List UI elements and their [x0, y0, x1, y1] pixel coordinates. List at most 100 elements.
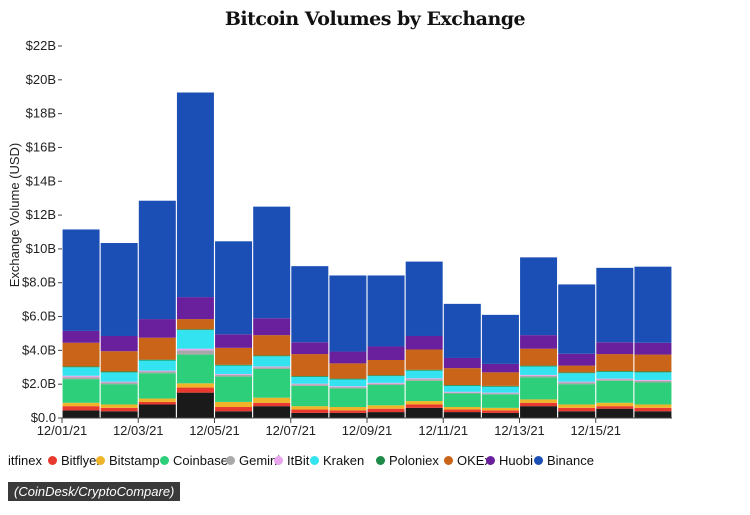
bar-segment-kraken [215, 365, 253, 375]
bar-segment-gemini [558, 382, 596, 385]
bar-segment-huobi [253, 318, 291, 336]
legend-item-poloniex[interactable]: Poloniex [376, 453, 439, 468]
bar-segment-poloniex [367, 375, 405, 377]
x-tick-label: 12/11/21 [418, 423, 468, 438]
bar-stack-12/15/21 [596, 267, 634, 418]
bar-segment-kraken [62, 367, 100, 376]
bar-segment-coinbase [100, 384, 138, 405]
bar-segment-kraken [405, 370, 443, 379]
bar-segment-kraken [481, 386, 519, 393]
bar-segment-gemini [100, 382, 138, 385]
legend-item-okex[interactable]: OKEx [444, 453, 491, 468]
bar-segment-bitfinex [329, 412, 367, 418]
bar-segment-okex [481, 372, 519, 386]
bar-segment-bitflyer [138, 401, 176, 405]
bar-segment-poloniex [443, 385, 481, 386]
bar-segment-poloniex [100, 371, 138, 373]
bar-segment-binance [596, 267, 634, 343]
bar-stack-12/02/21 [100, 242, 138, 418]
bar-segment-gemini [176, 350, 214, 355]
bar-segment-poloniex [481, 385, 519, 387]
bar-segment-huobi [100, 335, 138, 352]
bar-segment-gemini [520, 375, 558, 378]
bar-segment-binance [329, 275, 367, 352]
bar-segment-gemini [62, 377, 100, 380]
legend-label: Huobi [499, 453, 533, 468]
bar-segment-coinbase [329, 388, 367, 408]
bar-segment-gemini [367, 383, 405, 386]
y-tick-label: $16B [26, 139, 56, 154]
bar-segment-itbit [215, 374, 253, 375]
legend-item-binance[interactable]: Binance [534, 453, 594, 468]
y-tick-label: $22B [26, 38, 56, 53]
legend-item-gemini[interactable]: Gemini [226, 453, 280, 468]
bar-segment-poloniex [405, 369, 443, 371]
legend-item-coinbase[interactable]: Coinbase [160, 453, 228, 468]
bar-segment-coinbase [405, 380, 443, 402]
bar-segment-gemini [634, 380, 672, 383]
bar-segment-kraken [176, 330, 214, 349]
bar-segment-poloniex [291, 376, 329, 377]
bar-stack-12/10/21 [405, 261, 443, 418]
bar-segment-okex [176, 319, 214, 330]
bar-segment-bitfinex [291, 412, 329, 418]
bar-segment-bitflyer [291, 409, 329, 413]
bar-segment-coinbase [520, 377, 558, 400]
bar-segment-bitfinex [558, 411, 596, 418]
y-tick-label: $20B [26, 72, 56, 87]
bar-segment-bitflyer [176, 387, 214, 393]
bar-segment-bitfinex [520, 406, 558, 418]
legend-label: Kraken [323, 453, 365, 468]
y-tick-label: $12B [26, 207, 56, 222]
bar-segment-bitflyer [558, 407, 596, 412]
legend-swatch [444, 456, 453, 465]
bar-segment-itbit [520, 374, 558, 376]
legend-item-kraken[interactable]: Kraken [310, 453, 364, 468]
bar-segment-binance [176, 92, 214, 298]
bar-segment-okex [443, 368, 481, 386]
bar-segment-kraken [367, 376, 405, 383]
bar-stack-12/07/21 [291, 266, 329, 418]
legend-item-huobi[interactable]: Huobi [486, 453, 533, 468]
y-axis: $0.0 $2.0B $4.0B $6.0B $8.0B $10B $12B $14B $16B… [22, 38, 62, 425]
bar-segment-poloniex [596, 370, 634, 372]
bar-segment-poloniex [634, 371, 672, 373]
bar-segment-binance [253, 206, 291, 319]
bar-segment-kraken [291, 376, 329, 384]
bar-segment-kraken [253, 356, 291, 367]
legend-swatch [376, 456, 385, 465]
legend-item-bitflyer[interactable]: Bitflyer [48, 453, 101, 468]
bar-segment-bitflyer [62, 406, 100, 411]
bar-segment-coinbase [481, 394, 519, 408]
bar-segment-okex [253, 335, 291, 356]
bar-segment-binance [291, 266, 329, 343]
legend-item-bitstamp[interactable]: Bitstamp [96, 453, 160, 468]
bar-segment-okex [558, 365, 596, 373]
legend-label: Bitstamp [109, 453, 160, 468]
bar-segment-bitfinex [443, 412, 481, 418]
legend-label: Poloniex [389, 453, 439, 468]
bar-segment-poloniex [329, 378, 367, 380]
legend: itfinex Bitflyer Bitstamp Coinbase Gemini ItB… [0, 453, 750, 471]
bar-stack-12/16/21 [634, 266, 672, 418]
bar-segment-bitfinex [138, 404, 176, 418]
legend-swatch [96, 456, 105, 465]
bar-segment-huobi [558, 353, 596, 366]
legend-item-itbit[interactable]: ItBit [274, 453, 309, 468]
bar-segment-bitstamp [176, 383, 214, 388]
bar-segment-coinbase [634, 382, 672, 405]
bar-segment-kraken [100, 372, 138, 382]
bar-segment-huobi [520, 335, 558, 349]
bar-segment-bitflyer [596, 406, 634, 409]
legend-item-bitfinex[interactable]: itfinex [8, 453, 42, 468]
legend-swatch [310, 456, 319, 465]
legend-label: OKEx [457, 453, 491, 468]
bar-segment-coinbase [596, 380, 634, 403]
legend-label: Bitflyer [61, 453, 101, 468]
bar-segment-okex [291, 354, 329, 377]
bar-segment-itbit [100, 381, 138, 383]
bar-segment-huobi [481, 363, 519, 373]
bar-segment-bitfinex [481, 412, 519, 418]
legend-swatch [160, 456, 169, 465]
legend-swatch [226, 456, 235, 465]
